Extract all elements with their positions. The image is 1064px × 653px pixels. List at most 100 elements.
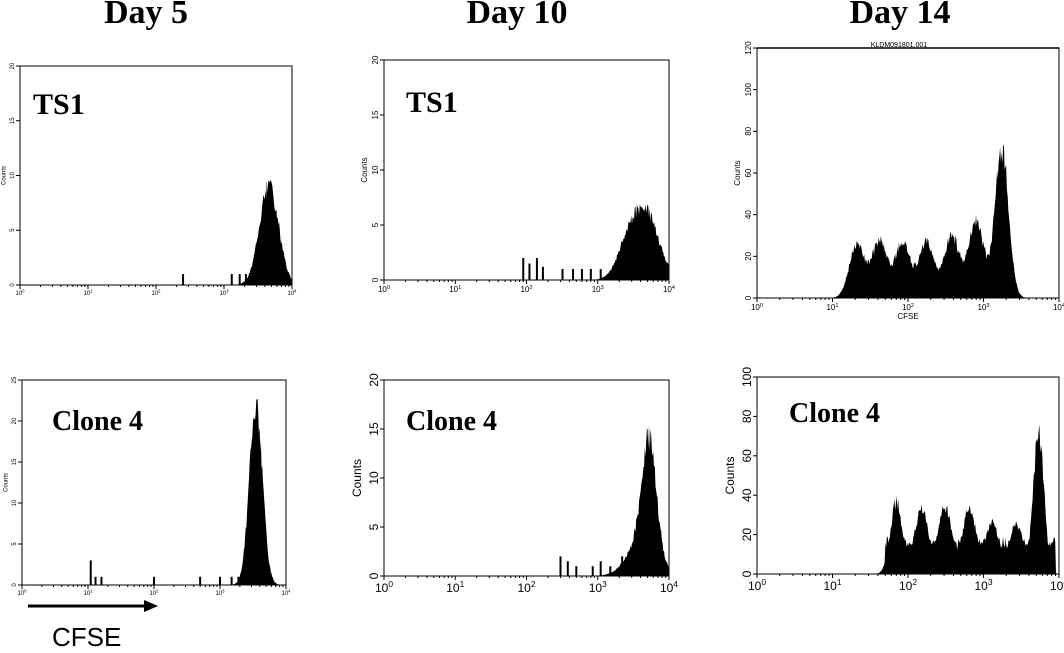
x-tick-exponent: 1 (90, 289, 93, 294)
histogram-spike (541, 266, 544, 280)
x-tick-label: 104 (1050, 577, 1064, 593)
x-tick-exponent: 0 (388, 579, 393, 589)
x-tick-label: 104 (660, 579, 678, 595)
x-tick-label: 100 (751, 303, 763, 312)
histogram-spike (182, 274, 185, 285)
x-tick-label: 103 (589, 579, 607, 595)
x-tick-label: 103 (215, 589, 225, 597)
y-tick-label: 15 (367, 422, 381, 436)
x-tick-label: 100 (378, 285, 390, 294)
column-title-day10: Day 10 (466, 0, 568, 31)
histogram-area (384, 204, 669, 280)
x-tick-exponent: 3 (602, 579, 607, 589)
x-tick-exponent: 0 (24, 589, 27, 594)
histogram-spike (230, 576, 233, 585)
x-tick-label: 101 (83, 589, 93, 597)
y-tick-label: 60 (740, 449, 754, 463)
x-tick-exponent: 2 (156, 589, 159, 594)
y-tick-label: 10 (10, 172, 16, 179)
histogram-spike (580, 269, 583, 280)
panel-label: TS1 (406, 86, 458, 119)
x-tick-label: 103 (977, 303, 989, 312)
y-tick-label: 60 (744, 168, 753, 177)
x-tick-exponent: 2 (912, 577, 917, 587)
y-tick-label: 10 (371, 165, 380, 174)
y-tick-label: 0 (371, 277, 380, 282)
x-tick-exponent: 0 (760, 303, 763, 309)
y-tick-label: 20 (740, 528, 754, 542)
panel-label: Clone 4 (52, 406, 143, 437)
histogram-spike (244, 274, 247, 285)
histogram-panel-6: 020406080100Counts100101102103104Clone 4 (723, 367, 1064, 593)
x-tick-label: 102 (151, 289, 161, 297)
x-tick-label: 101 (826, 303, 838, 312)
y-tick-label: 25 (12, 376, 18, 383)
x-tick-exponent: 1 (458, 285, 461, 291)
x-tick-label: 100 (375, 579, 393, 595)
x-tick-label: 102 (520, 285, 532, 294)
cfse-axis-caption: CFSE (52, 622, 122, 652)
x-tick-label: 101 (823, 577, 841, 593)
x-tick-label: 101 (446, 579, 464, 595)
y-tick-label: 20 (367, 373, 381, 387)
y-axis-label: Counts (2, 166, 8, 185)
y-tick-label: 100 (740, 367, 754, 387)
x-tick-exponent: 4 (288, 589, 291, 594)
y-tick-label: 5 (12, 542, 18, 546)
histogram-spike (599, 269, 602, 280)
panel-header-text: KLDM091801.001 (871, 42, 928, 49)
x-tick-exponent: 4 (1062, 303, 1064, 309)
histogram-spike (575, 566, 578, 576)
panel-label: Clone 4 (789, 398, 880, 429)
y-axis-label: Counts (723, 456, 737, 494)
histogram-spike (219, 576, 221, 585)
panel-label: TS1 (33, 88, 85, 121)
y-tick-label: 20 (12, 417, 18, 424)
x-tick-label: 104 (281, 589, 291, 597)
x-tick-exponent: 0 (387, 285, 390, 291)
y-axis-label: Counts (733, 160, 742, 185)
x-tick-label: 102 (517, 579, 535, 595)
histogram-spike (561, 269, 564, 280)
x-axis-label: CFSE (897, 312, 918, 321)
y-tick-label: 0 (10, 283, 16, 287)
y-tick-label: 0 (744, 295, 753, 300)
y-axis-label: Counts (4, 473, 10, 492)
histogram-spike (609, 566, 612, 576)
x-tick-exponent: 1 (460, 579, 465, 589)
histogram-spike (237, 576, 240, 585)
y-tick-label: 20 (10, 62, 16, 69)
x-tick-label: 100 (15, 289, 25, 297)
histogram-spike (559, 556, 562, 576)
y-tick-label: 0 (367, 572, 381, 579)
x-tick-exponent: 2 (529, 285, 532, 291)
x-tick-label: 104 (1053, 303, 1064, 312)
histogram-area (757, 424, 1059, 574)
x-tick-exponent: 3 (988, 577, 993, 587)
x-tick-exponent: 4 (294, 289, 297, 294)
y-tick-label: 10 (367, 471, 381, 485)
histogram-spike (238, 274, 241, 285)
histogram-spike (528, 263, 531, 280)
y-tick-label: 0 (12, 583, 18, 587)
x-tick-label: 104 (663, 285, 675, 294)
histogram-spike (89, 560, 92, 585)
y-tick-label: 40 (740, 488, 754, 502)
y-tick-label: 40 (744, 210, 753, 219)
histogram-spike (94, 576, 97, 585)
x-tick-exponent: 2 (158, 289, 161, 294)
y-tick-label: 0 (740, 570, 754, 577)
x-tick-exponent: 4 (672, 285, 675, 291)
y-tick-label: 80 (744, 126, 753, 135)
y-tick-label: 5 (371, 222, 380, 227)
y-tick-label: 15 (371, 110, 380, 119)
histogram-spike (589, 269, 592, 280)
x-tick-label: 100 (17, 589, 27, 597)
x-tick-label: 103 (974, 577, 992, 593)
panel-label: Clone 4 (406, 406, 497, 437)
x-tick-exponent: 2 (531, 579, 536, 589)
